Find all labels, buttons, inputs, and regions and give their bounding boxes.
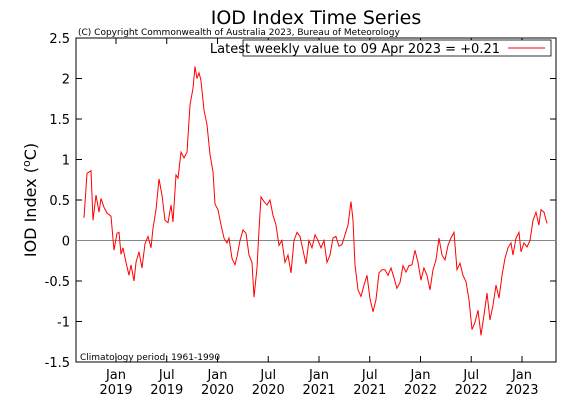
y-tick-label: -1: [57, 316, 70, 331]
legend-box: [242, 39, 552, 57]
x-tick-label: Jan: [308, 368, 329, 383]
climatology-note: Climatology period: 1961-1990: [80, 353, 220, 363]
x-tick-year: 2022: [455, 383, 488, 398]
x-tick-year: 2021: [302, 383, 335, 398]
x-tick-year: 2020: [252, 383, 285, 398]
y-tick-label: 1: [62, 154, 70, 169]
x-tick-year: 2022: [404, 383, 437, 398]
y-label-unit: C): [21, 143, 40, 160]
y-label-sup: o: [20, 160, 33, 167]
y-tick-label: 2.5: [49, 32, 70, 47]
copyright: (C) Copyright Commonwealth of Australia …: [78, 28, 401, 38]
y-axis-label: IOD Index (oC): [20, 143, 40, 257]
x-tick-year: 2023: [505, 383, 538, 398]
x-tick-label: Jul: [361, 368, 378, 383]
y-tick-label: 0: [62, 235, 70, 250]
x-tick-year: 2019: [99, 383, 132, 398]
y-tick-label: 1.5: [49, 113, 70, 128]
x-tick-year: 2021: [353, 383, 386, 398]
x-tick-year: 2019: [150, 383, 183, 398]
x-tick-label: Jan: [105, 368, 126, 383]
y-label-text: IOD Index (: [21, 167, 40, 257]
y-tick-label: 0.5: [49, 194, 70, 209]
series-line: [83, 66, 548, 336]
chart-title: IOD Index Time Series: [211, 7, 422, 29]
y-tick-label: -0.5: [45, 275, 70, 290]
x-tick-label: Jul: [259, 368, 276, 383]
x-tick-year: 2020: [201, 383, 234, 398]
x-tick-label: Jul: [158, 368, 175, 383]
legend-label: Latest weekly value to 09 Apr 2023 = +0.…: [210, 42, 500, 57]
y-tick-label: -1.5: [45, 356, 70, 371]
x-tick-label: Jul: [462, 368, 479, 383]
x-tick-label: Jan: [511, 368, 532, 383]
y-tick-label: 2: [62, 73, 70, 88]
x-tick-label: Jan: [206, 368, 227, 383]
x-tick-label: Jan: [409, 368, 430, 383]
